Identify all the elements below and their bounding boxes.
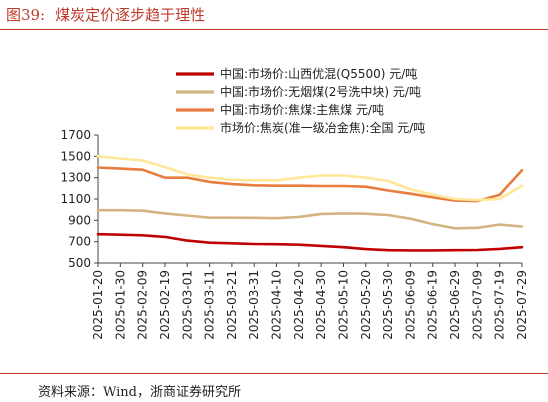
series-line-1 <box>96 232 524 252</box>
x-tick-label: 2025-04-10 <box>270 270 284 340</box>
x-tick-label: 2025-06-19 <box>426 270 440 340</box>
x-tick-label: 2025-03-11 <box>203 270 217 340</box>
legend-label: 中国:市场价:山西优混(Q5500) 元/吨 <box>220 66 417 81</box>
x-tick-label: 2025-06-29 <box>448 270 462 340</box>
y-tick-label: 1700 <box>60 128 91 142</box>
y-tick-label: 1500 <box>60 149 91 163</box>
y-tick-label: 1300 <box>60 171 91 185</box>
figure-title: 图39: 煤炭定价逐步趋于理性 <box>6 4 205 25</box>
x-tick-label: 2025-05-10 <box>336 270 350 340</box>
x-tick-label: 2025-02-09 <box>136 270 150 340</box>
top-rule <box>0 29 548 30</box>
legend-label: 中国:市场价:无烟煤(2号洗中块) 元/吨 <box>220 84 421 99</box>
x-tick-label: 2025-05-30 <box>381 270 395 340</box>
series-line-2 <box>96 208 524 230</box>
y-tick-label: 900 <box>68 213 91 227</box>
y-tick-label: 700 <box>68 235 91 249</box>
x-tick-label: 2025-04-20 <box>292 270 306 340</box>
figure-number: 图39: <box>6 6 46 24</box>
y-tick-label: 1100 <box>60 192 91 206</box>
source-note: 资料来源：Wind，浙商证券研究所 <box>38 385 241 400</box>
line-chart: 中国:市场价:山西优混(Q5500) 元/吨中国:市场价:无烟煤(2号洗中块) … <box>60 66 529 340</box>
x-tick-label: 2025-03-01 <box>180 270 194 340</box>
x-tick-label: 2025-03-31 <box>247 270 261 340</box>
x-tick-label: 2025-03-21 <box>225 270 239 340</box>
series-line-4 <box>96 155 524 202</box>
y-axis: 500 700 900 1100 1300 1500 1700 <box>60 128 99 270</box>
x-tick-label: 2025-07-29 <box>515 270 529 340</box>
x-axis: 2025-01-20 2025-01-30 2025-02-09 2025-02-19… <box>91 262 529 340</box>
legend-label: 市场价:焦炭(准一级冶金焦):全国 元/吨 <box>220 120 425 135</box>
x-tick-label: 2025-01-20 <box>91 270 105 340</box>
x-tick-label: 2025-07-09 <box>470 270 484 340</box>
x-tick-label: 2025-05-20 <box>359 270 373 340</box>
bottom-rule <box>0 373 548 374</box>
y-tick-label: 500 <box>68 256 91 270</box>
x-tick-label: 2025-02-19 <box>158 270 172 340</box>
plot-area <box>96 155 524 252</box>
legend-label: 中国:市场价:焦煤:主焦煤 元/吨 <box>220 102 384 117</box>
x-tick-label: 2025-07-19 <box>493 270 507 340</box>
x-tick-label: 2025-06-09 <box>403 270 417 340</box>
x-tick-label: 2025-04-30 <box>314 270 328 340</box>
x-tick-label: 2025-01-30 <box>113 270 127 340</box>
legend: 中国:市场价:山西优混(Q5500) 元/吨中国:市场价:无烟煤(2号洗中块) … <box>176 66 425 135</box>
figure-title-text: 煤炭定价逐步趋于理性 <box>55 6 206 24</box>
series-line-3 <box>96 166 524 203</box>
